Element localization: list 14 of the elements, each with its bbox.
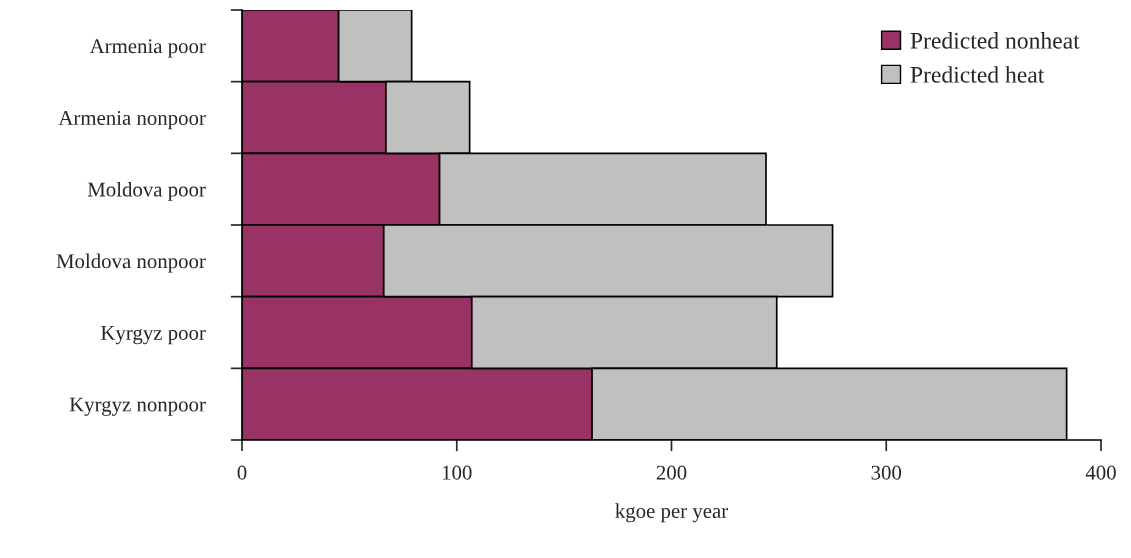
x-tick-label: 100 <box>442 465 472 480</box>
y-tick-label: Armenia poor <box>89 39 206 58</box>
x-tick-label: 0 <box>237 465 247 480</box>
y-tick-label: Armenia nonpoor <box>58 110 206 130</box>
y-tick-label: Moldova poor <box>87 181 206 201</box>
x-axis-title: kgoe per year <box>615 503 728 523</box>
y-tick-label: Moldova nonpoor <box>56 253 206 273</box>
x-tick-label: 200 <box>656 465 687 480</box>
legend-label: Predicted nonheat <box>910 32 1080 49</box>
x-tick-label: 400 <box>1085 465 1116 480</box>
x-tick-label: 300 <box>871 465 902 480</box>
y-tick-label: Kyrgyz nonpoor <box>69 397 206 416</box>
y-tick-label: Kyrgyz poor <box>100 326 206 345</box>
legend-label: Predicted heat <box>910 66 1045 83</box>
